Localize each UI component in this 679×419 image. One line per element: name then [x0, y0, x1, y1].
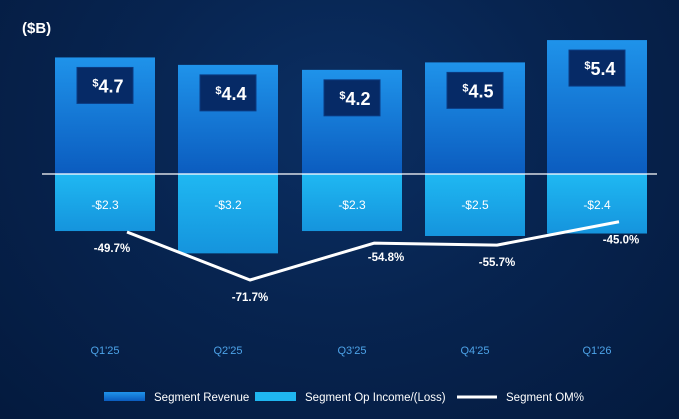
- om-value-label: -49.7%: [94, 243, 130, 255]
- om-value-label: -55.7%: [479, 257, 515, 269]
- x-axis-ticks: Q1'25 Q2'25 Q3'25 Q4'25 Q1'26: [90, 345, 611, 357]
- legend: Segment Revenue Segment Op Income/(Loss)…: [104, 392, 584, 404]
- om-value-label: -45.0%: [603, 235, 639, 247]
- revenue-value-label: $4.4: [215, 84, 246, 104]
- x-tick-label: Q2'25: [213, 345, 242, 357]
- om-series-line: [126, 220, 620, 282]
- x-tick-label: Q1'25: [90, 345, 119, 357]
- om-line: [126, 220, 620, 282]
- op-income-bar: [425, 174, 525, 236]
- revenue-value-boxes: $4.7 $4.4 $4.2 $4.5 $5.4: [76, 49, 626, 117]
- revenue-value-label: $5.4: [584, 59, 615, 79]
- op-income-bar: [302, 174, 402, 232]
- om-labels: -49.7% -71.7% -54.8% -55.7% -45.0%: [94, 235, 639, 304]
- op-income-value-label: -$2.3: [91, 198, 119, 212]
- unit-label: ($B): [22, 20, 51, 37]
- op-income-value-label: -$2.5: [461, 198, 489, 212]
- op-income-value-label: -$2.4: [583, 198, 611, 212]
- om-value-label: -54.8%: [368, 252, 404, 264]
- revenue-value-label: $4.2: [339, 89, 370, 109]
- op-income-bar: [547, 174, 647, 234]
- legend-label-op-income: Segment Op Income/(Loss): [305, 392, 446, 404]
- revenue-value-box: [76, 66, 134, 104]
- op-income-value-label: -$3.2: [214, 198, 242, 212]
- op-income-value-label: -$2.3: [338, 198, 366, 212]
- revenue-value-box: [568, 49, 626, 87]
- revenue-value-label: $4.5: [462, 81, 493, 101]
- x-tick-label: Q4'25: [460, 345, 489, 357]
- legend-label-om: Segment OM%: [506, 392, 584, 404]
- revenue-value-box: [199, 74, 257, 112]
- revenue-value-box: [446, 71, 504, 109]
- legend-label-revenue: Segment Revenue: [154, 392, 249, 404]
- x-tick-label: Q1'26: [582, 345, 611, 357]
- revenue-value-box: [323, 79, 381, 117]
- legend-swatch-op-income: [255, 392, 296, 401]
- op-income-bar: [55, 174, 155, 232]
- op-income-labels: -$2.3 -$3.2 -$2.3 -$2.5 -$2.4: [91, 198, 611, 212]
- x-tick-label: Q3'25: [337, 345, 366, 357]
- revenue-value-label: $4.7: [92, 76, 123, 96]
- om-value-label: -71.7%: [232, 292, 268, 304]
- op-income-bars: [55, 174, 647, 254]
- legend-swatch-revenue: [104, 392, 145, 401]
- op-income-bar: [178, 174, 278, 254]
